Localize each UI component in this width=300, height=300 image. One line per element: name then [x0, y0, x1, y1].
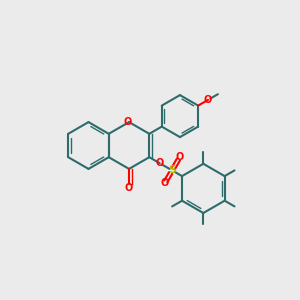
Text: O: O — [160, 178, 169, 188]
Text: O: O — [156, 158, 164, 168]
Text: O: O — [176, 152, 184, 162]
Text: O: O — [123, 117, 131, 127]
Text: S: S — [168, 165, 176, 176]
Text: O: O — [204, 95, 212, 105]
Text: O: O — [125, 183, 133, 193]
